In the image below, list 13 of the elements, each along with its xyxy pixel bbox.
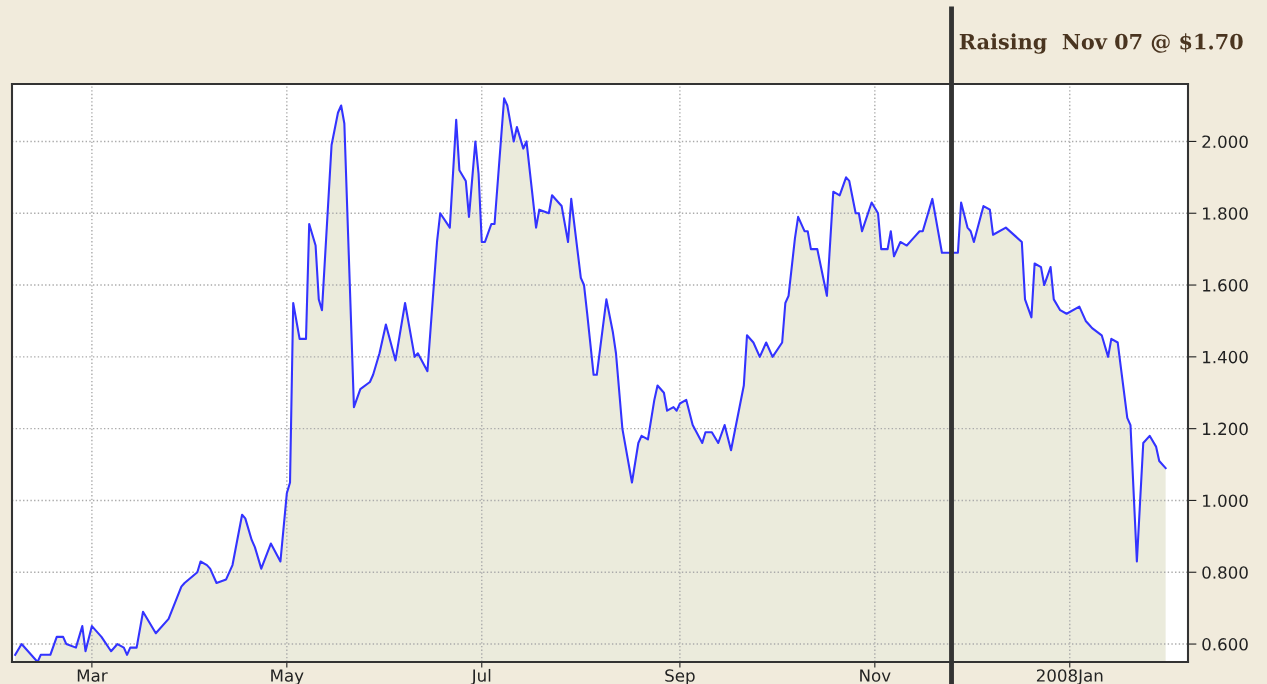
x-tick-label: Jul [470, 668, 491, 684]
x-tick-label: Mar [77, 669, 108, 682]
y-tick-label: 1.400 [1203, 350, 1248, 364]
y-tick-label: 0.600 [1202, 638, 1248, 651]
y-tick-label: 1.800 [1203, 207, 1248, 220]
y-tick-label: 0.800 [1202, 566, 1248, 579]
y-tick-label: 1.200 [1203, 422, 1248, 436]
y-tick-label: 1.600 [1203, 279, 1248, 292]
ref-line-label: Raising Nov 07 @ $1.70 [959, 33, 1243, 54]
x-tick-label: 2008Jan [1036, 669, 1103, 684]
y-tick-label: 1.000 [1203, 494, 1248, 508]
y-tick-label: 2.000 [1202, 135, 1248, 149]
x-tick-label: Nov [860, 669, 891, 682]
